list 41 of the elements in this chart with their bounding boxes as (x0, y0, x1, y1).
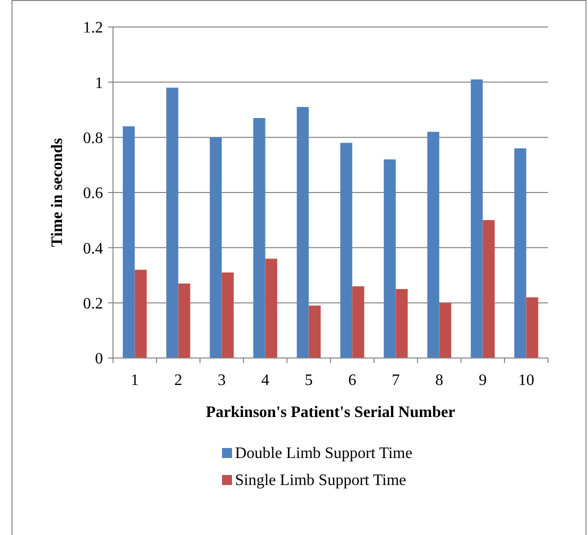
y-tick-label: 1 (95, 74, 103, 92)
bar (253, 118, 266, 358)
bar (178, 284, 190, 358)
y-tick-label: 0.4 (83, 240, 103, 258)
y-tick-label: 0 (95, 350, 103, 368)
bar (396, 289, 408, 358)
bar (526, 297, 538, 358)
x-tick-label: 7 (392, 372, 400, 389)
x-tick-label: 9 (478, 372, 487, 389)
bar (470, 79, 483, 358)
bar (427, 132, 440, 358)
x-tick-label: 10 (518, 372, 534, 389)
x-tick-label: 2 (174, 372, 182, 389)
bar (134, 270, 147, 358)
bar (439, 302, 452, 358)
bar (352, 286, 364, 358)
y-tick-label: 0.2 (83, 295, 103, 312)
bar (210, 137, 222, 358)
bar (514, 148, 526, 358)
x-axis-title: Parkinson's Patient's Serial Number (206, 404, 456, 421)
x-tick-label: 5 (304, 372, 313, 389)
bar (340, 142, 352, 358)
x-tick-label: 4 (261, 372, 270, 389)
legend-label: Double Limb Support Time (235, 445, 412, 462)
bar (265, 258, 278, 358)
y-tick-label: 0.8 (83, 130, 103, 147)
bar (482, 220, 495, 358)
bar (384, 159, 396, 358)
bar (166, 88, 178, 358)
y-tick-label: 1.2 (83, 20, 103, 37)
bar (296, 106, 309, 358)
legend-label: Single Limb Support Time (235, 472, 406, 489)
x-tick-label: 3 (218, 372, 226, 389)
y-tick-label: 0.6 (83, 185, 103, 202)
x-tick-label: 1 (130, 372, 139, 389)
x-tick-label: 8 (435, 372, 444, 389)
bar (308, 306, 321, 358)
y-axis-title: Time in seconds (49, 138, 66, 248)
x-tick-label: 6 (348, 372, 356, 389)
bar (222, 272, 234, 358)
bar (122, 126, 135, 358)
